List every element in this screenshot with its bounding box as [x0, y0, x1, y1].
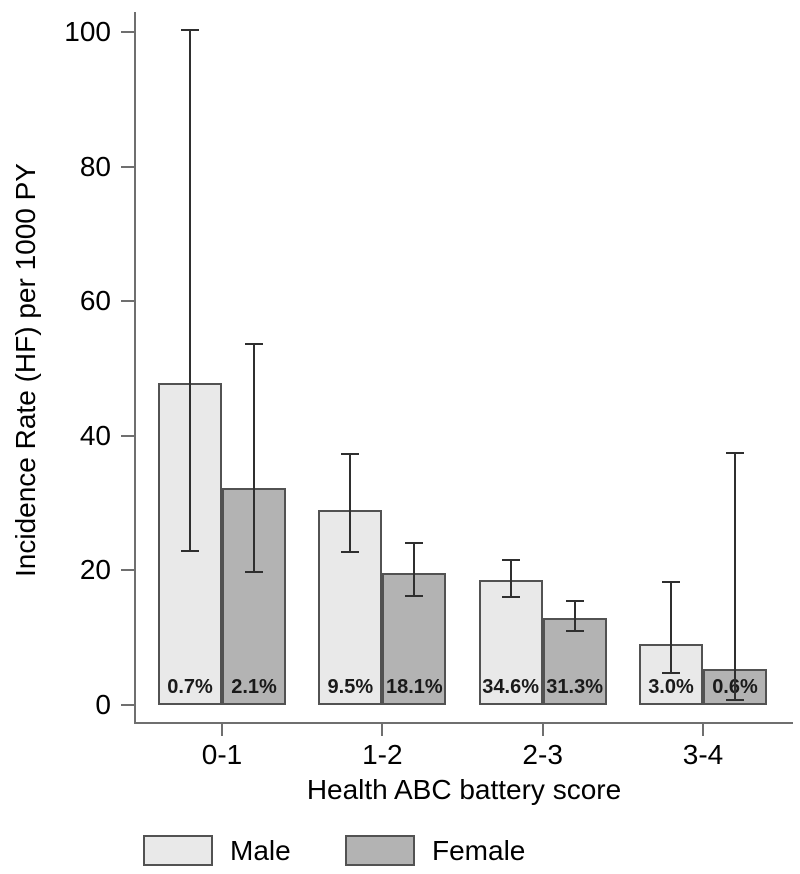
error-bar-stem	[573, 601, 576, 631]
legend-label-female: Female	[432, 835, 526, 866]
x-tick-label: 2-3	[522, 739, 563, 770]
error-bar-cap-top	[725, 452, 744, 455]
error-bar-stem	[253, 343, 255, 573]
error-bar-cap-bottom	[725, 698, 744, 701]
error-bar-cap-bottom	[181, 549, 199, 552]
error-bar-stem	[189, 30, 191, 551]
x-tick-label: 0-1	[201, 739, 243, 770]
y-tick-label: 0	[95, 689, 111, 720]
y-tick-mark	[121, 569, 135, 572]
legend-swatch-female	[345, 835, 415, 866]
bar-percent-label: 9.5%	[327, 675, 374, 698]
y-tick-label: 20	[79, 554, 111, 586]
error-bar-stem	[413, 542, 416, 597]
error-bar-cap-top	[661, 580, 680, 583]
error-bar-cap-bottom	[405, 595, 424, 598]
error-bar-stem	[669, 581, 672, 673]
x-tick-mark	[381, 723, 384, 736]
error-bar-stem	[349, 454, 352, 552]
bar-percent-label: 3.0%	[648, 675, 694, 698]
error-bar-cap-top	[405, 541, 424, 544]
y-tick-mark	[121, 31, 135, 34]
x-tick-mark	[701, 723, 704, 736]
y-axis-line	[134, 12, 136, 724]
bar-percent-label: 2.1%	[231, 675, 277, 698]
error-bar-cap-bottom	[501, 596, 520, 599]
error-bar-cap-bottom	[341, 550, 360, 553]
legend-label-male: Male	[230, 835, 291, 866]
x-axis-line	[134, 722, 793, 724]
x-axis-title: Health ABC battery score	[306, 774, 622, 805]
error-bar-stem	[509, 559, 512, 598]
y-tick-mark	[121, 300, 135, 303]
x-tick-mark	[221, 723, 223, 736]
error-bar-cap-top	[181, 29, 199, 32]
error-bar-cap-bottom	[245, 571, 263, 574]
x-tick-mark	[541, 723, 544, 736]
y-tick-mark	[121, 434, 135, 437]
legend-swatch-male	[143, 835, 213, 866]
bar-male-2-3: 34.6%	[478, 579, 543, 705]
x-tick-label: 1-2	[362, 739, 403, 770]
legend: Male Female	[0, 832, 800, 870]
bar-percent-label: 31.3%	[546, 675, 604, 698]
y-tick-label: 100	[64, 16, 111, 48]
error-bar-cap-top	[341, 453, 360, 456]
error-bar-cap-top	[501, 558, 520, 561]
error-bar-stem	[733, 453, 736, 700]
error-bar-cap-bottom	[565, 630, 584, 632]
bar-percent-label: 0.7%	[167, 675, 213, 698]
error-bar-cap-top	[245, 342, 263, 345]
bar-percent-label: 18.1%	[385, 675, 443, 698]
y-tick-label: 60	[79, 285, 111, 317]
error-bar-cap-bottom	[661, 671, 680, 674]
y-tick-label: 40	[79, 419, 111, 451]
x-tick-label: 3-4	[682, 739, 724, 770]
y-tick-mark	[121, 165, 135, 168]
bar-percent-label: 34.6%	[482, 675, 540, 698]
error-bar-cap-top	[565, 600, 584, 603]
y-tick-label: 80	[79, 150, 111, 182]
y-tick-mark	[121, 704, 135, 706]
